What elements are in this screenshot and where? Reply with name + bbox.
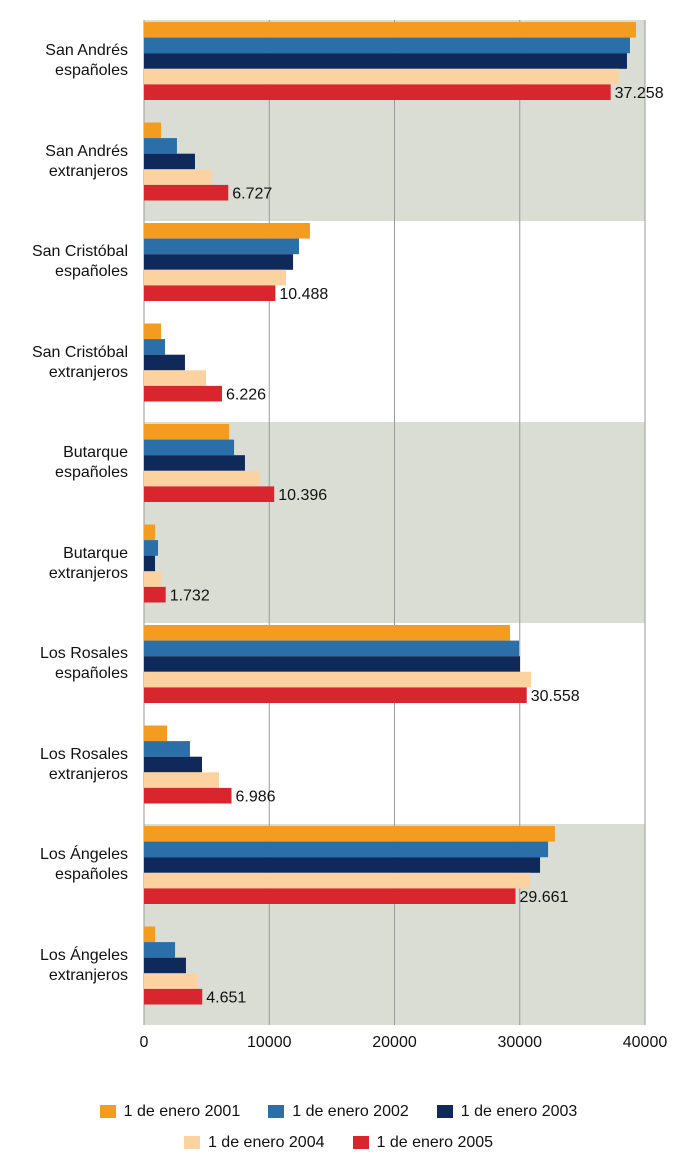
bar xyxy=(144,254,294,270)
bar xyxy=(144,687,527,703)
legend-swatch xyxy=(352,1136,369,1149)
x-tick-label: 30000 xyxy=(498,1034,543,1051)
bar xyxy=(144,571,162,587)
data-label: 10.396 xyxy=(278,487,327,504)
data-label: 37.258 xyxy=(615,85,664,102)
data-label: 1.732 xyxy=(170,588,210,605)
bar xyxy=(144,169,213,185)
legend-swatch xyxy=(99,1105,116,1118)
bar xyxy=(144,153,195,170)
category-label: San Andrés extranjeros xyxy=(45,142,128,180)
legend-row: 1 de enero 2001 1 de enero 2002 1 de enero… xyxy=(0,1096,677,1127)
bar xyxy=(144,122,162,139)
legend-label: 1 de enero 2003 xyxy=(460,1102,578,1120)
bar xyxy=(144,625,510,641)
bar xyxy=(144,323,162,340)
bar xyxy=(144,926,156,943)
data-label: 6.727 xyxy=(232,186,272,203)
bar xyxy=(144,640,519,657)
bar xyxy=(144,841,549,858)
bar xyxy=(144,424,230,440)
x-tick-label: 40000 xyxy=(623,1034,668,1051)
bar xyxy=(144,370,206,386)
legend-label: 1 de enero 2002 xyxy=(292,1102,409,1120)
bar xyxy=(144,656,521,672)
legend-item: 1 de enero 2004 xyxy=(183,1133,325,1152)
bar xyxy=(144,772,220,788)
category-label: Los Ángeles españoles xyxy=(39,846,128,883)
bar xyxy=(144,184,229,201)
legend-swatch xyxy=(436,1105,453,1118)
data-label: 10.488 xyxy=(279,286,328,303)
bar xyxy=(144,540,159,556)
legend-row: 1 de enero 2004 1 de enero 2005 xyxy=(0,1127,677,1158)
data-label: 6.986 xyxy=(235,789,275,806)
bar xyxy=(144,354,185,371)
legend: 1 de enero 2001 1 de enero 2002 1 de enero… xyxy=(0,1096,677,1158)
bar xyxy=(144,68,619,85)
bar xyxy=(144,586,166,603)
legend-item: 1 de enero 2001 xyxy=(99,1102,241,1121)
legend-item: 1 de enero 2002 xyxy=(268,1103,409,1121)
bar xyxy=(144,339,166,355)
category-label: Butarque extranjeros xyxy=(48,544,128,582)
plot: 0 10000 20000 30000 40000 37.258 6.727 10.488 6.… xyxy=(140,20,668,1051)
category-label: Los Ángeles extranjeros xyxy=(39,946,128,984)
x-tick-label: 0 xyxy=(140,1034,149,1051)
legend-label: 1 de enero 2001 xyxy=(123,1102,241,1120)
bar xyxy=(144,84,611,100)
bar xyxy=(144,285,276,301)
bar xyxy=(144,888,516,904)
bar xyxy=(144,455,245,471)
bar xyxy=(144,857,541,873)
data-label: 29.661 xyxy=(520,889,569,906)
bar xyxy=(144,973,197,989)
legend-label: 1 de enero 2005 xyxy=(376,1133,494,1151)
legend-swatch xyxy=(183,1136,200,1149)
data-label: 6.226 xyxy=(226,387,266,404)
category-label: San Andrés españoles xyxy=(45,42,128,79)
category-label: Los Rosales extranjeros xyxy=(39,745,128,783)
category-label: Los Rosales españoles xyxy=(39,645,128,682)
bar xyxy=(144,37,630,54)
bar xyxy=(144,385,222,402)
bar xyxy=(144,725,168,742)
bar xyxy=(144,942,176,958)
legend-swatch xyxy=(268,1105,285,1118)
legend-label: 1 de enero 2004 xyxy=(207,1133,325,1151)
bar xyxy=(144,671,532,688)
bar xyxy=(144,269,287,286)
legend-item: 1 de enero 2005 xyxy=(352,1133,494,1152)
bar xyxy=(144,787,232,804)
bar xyxy=(144,138,177,154)
bar xyxy=(144,486,275,502)
bar xyxy=(144,53,627,69)
data-label: 4.651 xyxy=(206,990,246,1007)
category-label: San Cristóbal extranjeros xyxy=(31,343,128,381)
bar xyxy=(144,22,636,38)
category-label: Butarque españoles xyxy=(55,444,128,481)
bar xyxy=(144,238,300,255)
bar xyxy=(144,470,260,487)
bar xyxy=(144,555,156,572)
bar xyxy=(144,988,203,1005)
bar xyxy=(144,439,235,456)
x-tick-label: 10000 xyxy=(247,1034,292,1051)
bar xyxy=(144,957,186,974)
x-tick-label: 20000 xyxy=(372,1034,417,1051)
bar xyxy=(144,741,190,757)
bar xyxy=(144,872,531,889)
bar xyxy=(144,826,555,842)
bar xyxy=(144,756,202,773)
data-label: 30.558 xyxy=(531,688,580,705)
legend-item: 1 de enero 2003 xyxy=(436,1102,578,1121)
category-label: San Cristóbal españoles xyxy=(31,243,128,280)
bar xyxy=(144,524,156,541)
bar xyxy=(144,223,310,239)
